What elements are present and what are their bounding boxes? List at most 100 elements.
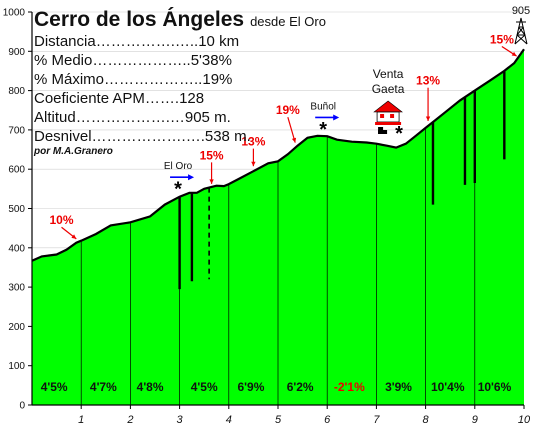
- stat-label: % Medio: [34, 52, 93, 69]
- segment-grade-label: 3'9%: [385, 380, 412, 394]
- y-tick-labels: 0 100 200 300 400 500 600 700 800 900 1000: [3, 8, 26, 412]
- place-label: El Oro: [164, 161, 193, 172]
- house-icon: [373, 100, 403, 134]
- stat-dots: …………….…..: [95, 33, 199, 50]
- profile-outline: [31, 48, 525, 262]
- segment-grade-label: 4'5%: [41, 380, 68, 394]
- axes: [28, 11, 525, 409]
- stat-label: Desnivel: [34, 128, 92, 145]
- author-credit: por M.A.Granero: [34, 146, 113, 157]
- max-grade-label: 15%: [200, 148, 224, 162]
- y-tick-label: 0: [19, 401, 25, 412]
- stat-row: Altitud……………….…905 m.: [34, 108, 326, 127]
- x-tick-label: 7: [373, 414, 380, 426]
- stat-value: 10 km: [198, 33, 240, 50]
- summit-altitude-label: 905: [512, 5, 530, 17]
- stat-row: % Máximo………………..19%: [34, 70, 326, 89]
- max-grade-label: 15%: [490, 32, 514, 46]
- x-tick-label: 3: [177, 414, 184, 426]
- house-base: [375, 122, 402, 125]
- stat-row: Coeficiente APM…….128: [34, 89, 326, 108]
- segment-grade-label: -2'1%: [334, 380, 365, 394]
- place-label: Buñol: [310, 101, 336, 112]
- segment-grade-labels: 4'5% 4'7% 4'8% 4'5% 6'9% 6'2% -2'1% 3'9% 10'4% 10…: [41, 380, 512, 394]
- segment-grade-label: 4'7%: [90, 380, 117, 394]
- place-arrowhead: [188, 174, 195, 181]
- x-tick-label: 2: [126, 414, 133, 426]
- x-tick-label: 5: [275, 414, 282, 426]
- segment-grade-label: 4'5%: [191, 380, 218, 394]
- x-tick-label: 1: [78, 414, 84, 426]
- y-tick-label: 700: [8, 125, 25, 136]
- stat-value: 19%: [202, 71, 233, 88]
- asterisk-marker: *: [174, 179, 182, 201]
- max-grade-label: 13%: [416, 74, 440, 88]
- tower-cross: [518, 26, 526, 36]
- y-tick-label: 600: [8, 165, 25, 176]
- asterisk-marker: *: [395, 123, 403, 145]
- stat-row: % Medio………………..5'38%: [34, 51, 326, 70]
- max-grade-label: 10%: [50, 213, 74, 227]
- y-tick-label: 200: [8, 322, 25, 333]
- stat-dots: ……………….…: [75, 109, 185, 126]
- segment-grade-label: 10'4%: [431, 380, 465, 394]
- max-grade-arrowhead: [251, 161, 256, 167]
- max-grade-label: 19%: [276, 103, 300, 117]
- x-tick-label: 4: [226, 414, 232, 426]
- stat-dots: …….: [144, 90, 180, 107]
- stat-dots: ………………..: [92, 52, 191, 69]
- fountain-icon-base: [378, 130, 388, 134]
- venta-label-line2: Gaeta: [372, 82, 405, 96]
- x-tick-label: 10: [518, 414, 531, 426]
- max-grade-arrowhead: [511, 51, 517, 57]
- segment-grade-label: 4'8%: [137, 380, 164, 394]
- x-tick-label: 8: [423, 414, 430, 426]
- annotations: 10% 15% 13% 19% 13% 15% El Oro * Buñol * VentaGaet…: [50, 5, 530, 240]
- chart-title: Cerro de los Ángeles desde El Oro: [34, 8, 326, 31]
- x-tick-labels: 1 2 3 4 5 6 7 8 9 10: [78, 414, 531, 426]
- max-grade-arrowhead: [425, 116, 431, 122]
- stat-value: 5'38%: [190, 52, 232, 69]
- y-tick-label: 500: [8, 204, 25, 215]
- place-arrowhead: [333, 114, 340, 121]
- tower-cross: [514, 34, 526, 45]
- house-window: [380, 114, 385, 118]
- x-tick-label: 9: [472, 414, 478, 426]
- stat-value: 128: [179, 90, 205, 107]
- stat-row: Distancia…………….…..10 km: [34, 32, 326, 51]
- stat-value: 538 m.: [204, 128, 251, 145]
- y-tick-label: 300: [8, 283, 25, 294]
- asterisk-marker: *: [319, 119, 327, 141]
- stat-dots: ………………..: [104, 71, 203, 88]
- house-roof: [373, 100, 403, 113]
- max-grade-arrowhead: [209, 179, 214, 184]
- route-info-panel: Cerro de los Ángeles desde El Oro Distanc…: [34, 8, 326, 157]
- stat-row: Desnivel……………….….538 m.: [34, 127, 326, 146]
- km-marker-lines: [80, 70, 506, 405]
- stat-label: Altitud: [34, 109, 76, 126]
- chart-subtitle: desde El Oro: [250, 14, 326, 29]
- max-grade-arrowhead: [71, 234, 77, 239]
- y-tick-label: 400: [8, 243, 25, 254]
- max-grade-arrowhead: [291, 137, 297, 143]
- stat-label: Coeficiente APM: [34, 90, 145, 107]
- x-tick-label: 6: [324, 414, 331, 426]
- stat-value: 905 m.: [184, 109, 231, 126]
- venta-label-line1: Venta: [373, 67, 404, 81]
- house-window: [390, 114, 395, 118]
- segment-grade-label: 10'6%: [478, 380, 512, 394]
- segment-grade-label: 6'9%: [238, 380, 265, 394]
- max-grade-label: 13%: [241, 135, 265, 149]
- segment-grade-label: 6'2%: [287, 380, 314, 394]
- tower-cross: [516, 26, 524, 36]
- stat-label: Distancia: [34, 33, 96, 50]
- tower-cross: [516, 34, 528, 45]
- route-stats: Distancia…………….…..10 km% Medio………………..5'…: [34, 32, 326, 146]
- y-tick-label: 900: [8, 47, 25, 58]
- y-tick-label: 800: [8, 86, 25, 97]
- y-tick-label: 100: [8, 361, 25, 372]
- antenna-tower-icon: [514, 17, 528, 45]
- stat-dots: ……………….….: [91, 128, 205, 145]
- stat-label: % Máximo: [34, 71, 105, 88]
